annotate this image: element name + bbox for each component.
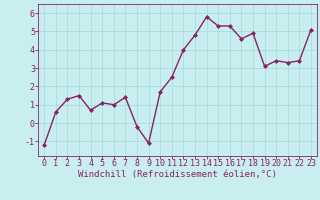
X-axis label: Windchill (Refroidissement éolien,°C): Windchill (Refroidissement éolien,°C) [78,170,277,179]
